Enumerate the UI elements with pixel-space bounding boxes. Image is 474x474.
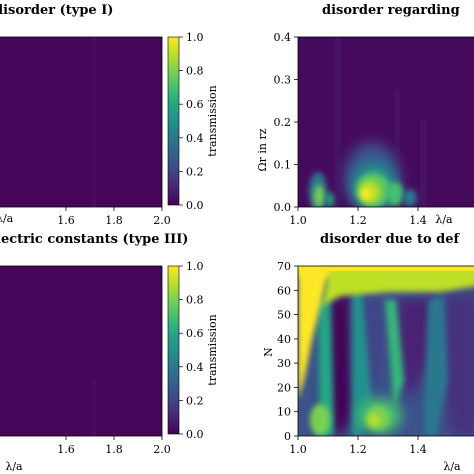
colorbar: 0.0 0.2 0.4 0.6 0.8 1.0 transmission xyxy=(167,260,219,441)
x-tick-label: 1.6 xyxy=(57,214,75,227)
x-tick-label: 1.8 xyxy=(105,443,123,456)
heatmap-faint-stripe xyxy=(92,37,96,207)
colorbar-tick-label: 0.6 xyxy=(186,98,204,111)
panel-top-right: disorder regarding 0.0 xyxy=(256,3,474,227)
x-ticks: 1.6 1.8 2.0 xyxy=(57,436,171,456)
colorbar-tick-label: 1.0 xyxy=(186,260,204,273)
colorbar: 0.0 0.2 0.4 0.6 0.8 1.0 transmission xyxy=(167,31,219,212)
y-tick-label: 10 xyxy=(277,406,291,419)
panel-title: lectric constants (type III) xyxy=(0,232,188,247)
colorbar-tick-label: 0.6 xyxy=(186,327,204,340)
colorbar-tick-label: 0.0 xyxy=(186,428,204,441)
x-axis-label-fragment: λ/a xyxy=(0,212,14,225)
y-ticks: 0.0 0.1 0.2 0.3 0.4 xyxy=(274,31,298,214)
colorbar-ticks: 0.0 0.2 0.4 0.6 0.8 1.0 xyxy=(179,260,204,441)
colorbar-tick-label: 0.4 xyxy=(186,361,204,374)
heatmap-area xyxy=(0,36,163,208)
colorbar-tick-label: 0.2 xyxy=(186,165,204,178)
y-tick-label: 50 xyxy=(277,309,291,322)
colorbar-label: transmission xyxy=(206,314,219,385)
panel-bottom-left: lectric constants (type III) 1.6 1.8 2.0… xyxy=(0,232,219,473)
y-tick-label: 40 xyxy=(277,333,291,346)
heatmap-features xyxy=(298,266,474,436)
y-tick-label: 60 xyxy=(277,284,291,297)
colorbar-tick-label: 0.8 xyxy=(186,294,204,307)
x-ticks: 1.0 1.2 1.4 xyxy=(289,436,427,456)
colorbar-tick-label: 0.8 xyxy=(186,65,204,78)
heatmap-faint-stripe xyxy=(92,380,96,436)
y-tick-label: 0.1 xyxy=(274,159,292,172)
colorbar-gradient xyxy=(167,265,180,435)
panel-top-left: disorder (type I) 1.6 1.8 2.0 0.0 0.2 0.… xyxy=(0,3,219,227)
x-ticks: 1.0 1.2 1.4 xyxy=(289,207,427,227)
y-tick-label: 0.4 xyxy=(274,31,292,44)
y-tick-label: 0 xyxy=(284,430,291,443)
y-tick-label: 0.3 xyxy=(274,74,292,87)
x-tick-label: 2.0 xyxy=(153,443,171,456)
x-tick-label: 1.0 xyxy=(289,214,307,227)
panel-bottom-right: disorder due to def 0 10 20 30 40 50 60 … xyxy=(262,232,474,473)
y-tick-label: 0.0 xyxy=(274,201,292,214)
x-tick-label: 1.0 xyxy=(289,443,307,456)
x-ticks: 1.6 1.8 2.0 xyxy=(57,207,171,227)
x-axis-label: λ/a xyxy=(435,213,453,226)
y-axis-label: N xyxy=(262,347,275,357)
x-tick-label: 1.8 xyxy=(105,214,123,227)
colorbar-tick-label: 0.2 xyxy=(186,394,204,407)
colorbar-ticks: 0.0 0.2 0.4 0.6 0.8 1.0 xyxy=(179,31,204,212)
panel-title: disorder (type I) xyxy=(0,3,113,18)
x-tick-label: 1.6 xyxy=(57,443,75,456)
y-tick-label: 30 xyxy=(277,357,291,370)
panel-title: disorder regarding xyxy=(322,3,460,18)
colorbar-tick-label: 0.0 xyxy=(186,199,204,212)
y-tick-label: 70 xyxy=(277,260,291,273)
x-axis-label: λ/a xyxy=(5,460,23,473)
x-tick-label: 1.2 xyxy=(349,214,367,227)
heatmap-features xyxy=(309,37,426,207)
x-tick-label: 1.2 xyxy=(349,443,367,456)
y-ticks: 0 10 20 30 40 50 60 70 xyxy=(277,260,298,443)
x-axis-label: λ/a xyxy=(443,460,461,473)
y-tick-label: 20 xyxy=(277,381,291,394)
colorbar-label: transmission xyxy=(206,85,219,156)
y-tick-label: 0.2 xyxy=(274,116,292,129)
colorbar-gradient xyxy=(167,36,180,206)
panel-title: disorder due to def xyxy=(320,232,461,247)
x-tick-label: 1.4 xyxy=(409,214,427,227)
heatmap-area xyxy=(0,265,163,437)
colorbar-tick-label: 0.4 xyxy=(186,132,204,145)
colorbar-tick-label: 1.0 xyxy=(186,31,204,44)
x-tick-label: 1.4 xyxy=(409,443,427,456)
y-axis-label: Ωr in rz xyxy=(256,128,269,171)
x-tick-label: 2.0 xyxy=(153,214,171,227)
